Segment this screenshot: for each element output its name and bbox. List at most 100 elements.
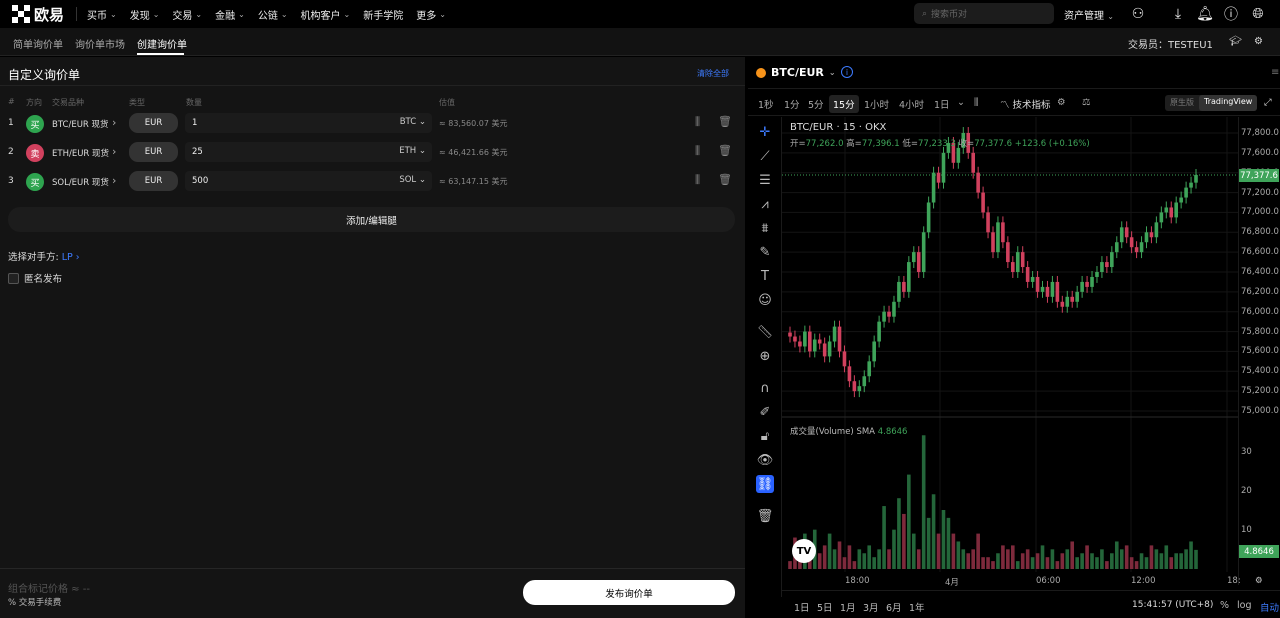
instrument[interactable]: BTC/EUR 现货 [52,120,109,130]
help-icon[interactable]: ⓘ [1224,7,1238,23]
tf-1h[interactable]: 1小时 [864,100,890,111]
publish-rfq-button[interactable]: 发布询价单 [523,580,735,605]
range-1y[interactable]: 1年 [909,603,925,614]
tab-create-rfq[interactable]: 创建询价单 [137,40,187,51]
side-badge[interactable]: 买 [26,173,44,191]
counterparty-select[interactable]: 选择对手方: LP › [8,249,80,263]
bell-icon[interactable]: 🔔︎ [1196,6,1214,22]
lock-icon[interactable]: 🔓︎ [760,428,770,444]
trash-icon[interactable]: 🗑︎ [718,115,732,128]
quantity-input[interactable]: 25 ETH ⌄ [185,142,432,162]
percent-toggle[interactable]: % [1220,600,1230,611]
horizontal-lines-icon[interactable]: ☰ [759,172,771,188]
tf-5m[interactable]: 5分 [808,100,824,111]
crosshair-icon[interactable]: ✛ [759,124,771,140]
nav-academy[interactable]: 新手学院 [363,7,403,22]
tf-1m[interactable]: 1分 [784,100,800,111]
indicators-button[interactable]: 〽 技术指标 [1000,97,1051,111]
emoji-icon[interactable]: ☺ [758,292,772,308]
fib-icon[interactable]: ⩩ [761,220,769,236]
side-badge[interactable]: 卖 [26,144,44,162]
version-native[interactable]: 原生版 [1170,98,1194,107]
tf-1d[interactable]: 1日 [934,100,950,111]
trading-fee-link[interactable]: % 交易手续费 [8,598,62,608]
nav-chain[interactable]: 公链 ⌄ [258,7,288,22]
user-icon[interactable]: ⚇ [1131,6,1145,22]
chart-candle-icon[interactable]: ⫼ [695,173,701,186]
globe-icon[interactable]: 🌐︎ [1252,6,1264,22]
search-input[interactable]: ⌕ 搜索币对 [914,3,1054,24]
price-axis[interactable] [1238,117,1280,585]
range-6m[interactable]: 6月 [886,603,902,614]
ruler-icon[interactable]: 📏︎ [756,324,774,340]
tf-4h[interactable]: 4小时 [899,100,925,111]
zoom-in-icon[interactable]: ⊕ [759,348,771,364]
auto-toggle[interactable]: 自动 [1260,603,1280,614]
brush-icon[interactable]: ✎ [759,244,771,260]
chart-candle-icon[interactable]: ⫼ [695,115,701,128]
unit-select[interactable]: SOL ⌄ [399,175,426,185]
clear-all-button[interactable]: 清除全部 [697,69,729,78]
chart-settings-icon[interactable]: ⚙ [1057,97,1066,108]
instrument[interactable]: ETH/EUR 现货 [52,149,110,159]
candle-type-icon[interactable]: ⫼ [974,97,979,108]
side-badge[interactable]: 买 [26,115,44,133]
link-icon[interactable]: ⛓ [756,475,774,493]
eye-icon[interactable]: 👁︎ [756,452,774,468]
range-1d[interactable]: 1日 [794,603,810,614]
nav-more[interactable]: 更多 ⌄ [416,7,446,22]
lock-drawing-icon[interactable]: ✐ [759,404,771,420]
tf-1s[interactable]: 1秒 [758,100,774,111]
anonymous-checkbox[interactable]: 匿名发布 [8,271,62,285]
unit-select[interactable]: ETH ⌄ [399,146,426,156]
info-icon[interactable]: i [841,66,853,78]
asset-management-menu[interactable]: 资产管理 ⌄ [1064,7,1114,22]
text-icon[interactable]: T [761,268,769,284]
counterparty-value[interactable]: LP [61,252,73,263]
quantity-input[interactable]: 500 SOL ⌄ [185,171,432,191]
type-button[interactable]: EUR [129,113,178,133]
tf-more-chevron-icon[interactable]: ⌄ [957,97,965,108]
chevron-right-icon[interactable]: › [112,145,117,158]
quantity-input[interactable]: 1 BTC ⌄ [185,113,432,133]
checkbox[interactable] [8,272,19,284]
axis-settings-icon[interactable]: ⚙ [1255,576,1263,586]
magnet-icon[interactable]: ∩ [760,380,770,396]
nav-finance[interactable]: 金融 ⌄ [215,7,245,22]
nav-discover[interactable]: 发现 ⌄ [130,7,160,22]
price-chart[interactable] [782,117,1238,585]
log-toggle[interactable]: log [1237,600,1252,611]
logo[interactable]: 欧易 [12,4,64,25]
compare-scale-icon[interactable]: ⚖ [1082,97,1091,108]
chart-candle-icon[interactable]: ⫼ [695,144,701,157]
unit-select[interactable]: BTC ⌄ [399,117,426,127]
graduation-icon[interactable]: 🎓︎ [1229,36,1242,47]
tradingview-logo[interactable]: TV [792,539,816,563]
chevron-right-icon[interactable]: › [112,116,117,129]
tab-rfq-market[interactable]: 询价单市场 [75,40,125,51]
type-button[interactable]: EUR [129,142,178,162]
range-3m[interactable]: 3月 [863,603,879,614]
trash-icon[interactable]: 🗑︎ [756,508,774,524]
nav-buy[interactable]: 买币 ⌄ [87,7,117,22]
nav-trade[interactable]: 交易 ⌄ [172,7,202,22]
chevron-right-icon[interactable]: › [112,174,117,187]
nav-institutional[interactable]: 机构客户 ⌄ [301,7,351,22]
trash-icon[interactable]: 🗑︎ [718,144,732,157]
download-icon[interactable]: ⤓ [1174,6,1182,22]
range-1m[interactable]: 1月 [840,603,856,614]
trendline-icon[interactable]: ⟋ [760,148,770,164]
fullscreen-icon[interactable]: ⤢ [1264,97,1272,108]
pair-selector[interactable]: BTC/EUR ⌄ [756,66,836,79]
type-button[interactable]: EUR [129,171,178,191]
version-tradingview[interactable]: TradingView [1199,95,1258,111]
trash-icon[interactable]: 🗑︎ [718,173,732,186]
pattern-icon[interactable]: ⩘ [761,196,769,212]
range-5d[interactable]: 5日 [817,603,833,614]
instrument[interactable]: SOL/EUR 现货 [52,178,109,188]
menu-icon[interactable]: ≡ [1271,67,1280,78]
add-edit-legs-button[interactable]: 添加/编辑腿 [8,207,735,232]
tab-simple-rfq[interactable]: 简单询价单 [13,40,63,51]
gear-icon[interactable]: ⚙ [1254,36,1263,47]
tf-15m[interactable]: 15分 [829,95,859,113]
